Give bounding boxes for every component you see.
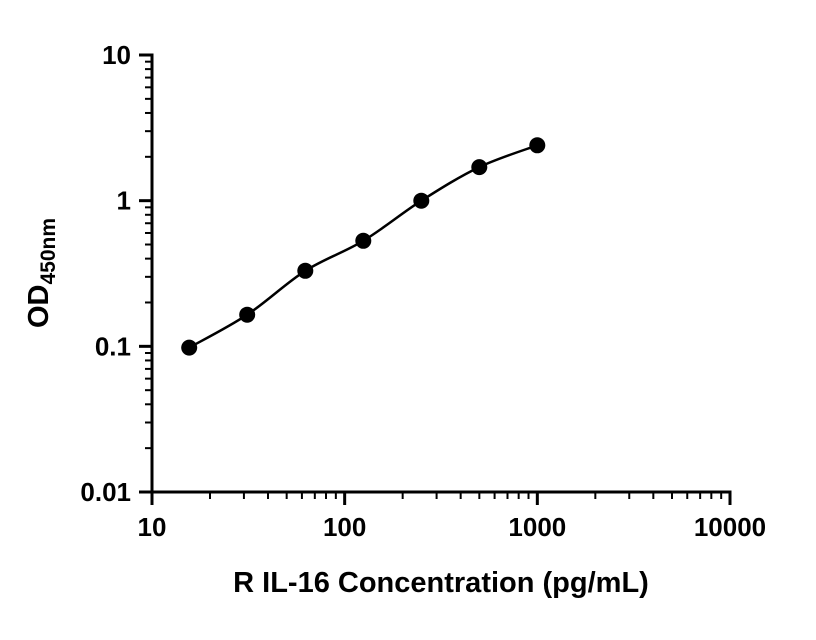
data-point: [413, 192, 430, 209]
x-axis-title: R IL-16 Concentration (pg/mL): [233, 567, 649, 599]
y-axis-title-sub: 450nm: [37, 218, 60, 285]
y-tick-label: 0.01: [80, 477, 131, 507]
data-point: [529, 137, 546, 154]
y-axis-title: OD450nm: [23, 218, 60, 328]
x-tick-label: 10: [138, 512, 167, 542]
y-axis-title-main: OD: [23, 285, 55, 329]
y-tick-label: 10: [102, 40, 131, 70]
data-point: [239, 306, 256, 323]
data-point: [471, 159, 488, 176]
x-tick-label: 10000: [694, 512, 766, 542]
y-tick-label: 0.1: [95, 331, 131, 361]
y-tick-label: 1: [117, 186, 131, 216]
x-tick-label: 100: [323, 512, 366, 542]
data-point: [297, 262, 314, 279]
axes-layer: 10 100 1000 10000 0.01 0.1 1 10: [80, 40, 766, 542]
x-tick-label: 1000: [508, 512, 566, 542]
data-point: [355, 232, 372, 249]
data-layer: [181, 137, 546, 356]
data-point: [181, 339, 198, 356]
